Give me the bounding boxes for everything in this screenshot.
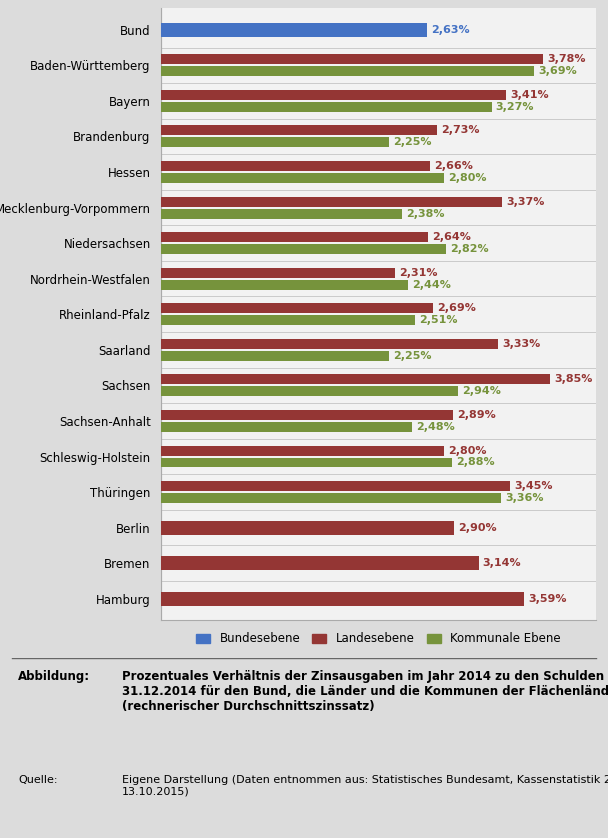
Text: 3,78%: 3,78% [547,54,586,65]
Bar [161,481,510,491]
Bar [161,375,550,385]
Text: 3,37%: 3,37% [506,197,544,207]
Text: 3,14%: 3,14% [483,558,521,568]
Bar [161,126,437,136]
Text: Abbildung:: Abbildung: [18,670,91,684]
Bar [161,351,389,361]
Bar [161,90,506,100]
Bar [161,232,428,242]
Bar [161,556,478,570]
Text: 2,64%: 2,64% [432,232,471,242]
Text: 2,69%: 2,69% [437,303,476,313]
Text: Quelle:: Quelle: [18,775,58,785]
Text: 3,69%: 3,69% [538,66,577,76]
Text: Eigene Darstellung (Daten entnommen aus: Statistisches Bundesamt, Kassenstatisti: Eigene Darstellung (Daten entnommen aus:… [122,775,608,797]
Text: 2,94%: 2,94% [463,386,501,396]
Text: 2,25%: 2,25% [393,137,431,147]
Text: 2,66%: 2,66% [434,161,473,171]
Bar [161,23,427,37]
Bar [161,592,524,606]
Bar [161,458,452,468]
Text: 3,33%: 3,33% [502,339,540,349]
Bar [161,493,501,503]
Text: 2,82%: 2,82% [451,244,489,254]
Legend: Bundesebene, Landesebene, Kommunale Ebene: Bundesebene, Landesebene, Kommunale Eben… [196,633,561,645]
Text: 3,45%: 3,45% [514,481,553,491]
Bar [161,303,433,313]
Bar [161,267,395,277]
Text: 3,59%: 3,59% [528,594,567,604]
Bar [161,280,408,290]
Bar [161,446,444,456]
Bar [161,209,402,219]
Text: 2,90%: 2,90% [458,523,497,533]
Text: 2,73%: 2,73% [441,126,480,136]
Text: 2,51%: 2,51% [419,315,457,325]
Bar [161,315,415,325]
Text: Prozentuales Verhältnis der Zinsausgaben im Jahr 2014 zu den Schulden zum
31.12.: Prozentuales Verhältnis der Zinsausgaben… [122,670,608,713]
Bar [161,173,444,183]
Bar [161,161,430,171]
Text: 3,27%: 3,27% [496,102,534,111]
Bar [161,520,454,535]
Text: 2,88%: 2,88% [457,458,495,468]
Bar [161,102,492,111]
Text: 3,85%: 3,85% [554,375,593,385]
Text: 3,41%: 3,41% [510,90,548,100]
Bar [161,197,502,206]
Text: 2,48%: 2,48% [416,422,455,432]
Bar [161,54,544,65]
Text: 2,80%: 2,80% [448,173,487,183]
Text: 2,38%: 2,38% [406,209,444,219]
Bar [161,410,454,420]
Text: 2,31%: 2,31% [399,267,437,277]
Text: 2,44%: 2,44% [412,280,451,290]
Text: 2,63%: 2,63% [431,24,469,34]
Bar [161,66,534,76]
Bar [161,244,446,254]
Text: 2,25%: 2,25% [393,351,431,361]
Text: 2,80%: 2,80% [448,446,487,456]
Text: 2,89%: 2,89% [457,410,496,420]
Text: 3,36%: 3,36% [505,493,544,503]
Bar [161,422,412,432]
Bar [161,137,389,147]
Bar [161,339,498,349]
Bar [161,386,458,396]
